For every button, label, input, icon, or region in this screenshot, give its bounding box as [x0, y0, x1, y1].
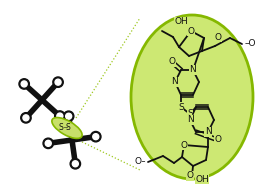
- Circle shape: [70, 159, 80, 169]
- Text: S: S: [187, 109, 193, 119]
- Circle shape: [55, 111, 65, 121]
- Circle shape: [21, 113, 31, 123]
- Circle shape: [63, 111, 74, 122]
- Text: N: N: [205, 128, 211, 136]
- Ellipse shape: [131, 15, 253, 179]
- Text: O: O: [188, 26, 195, 36]
- Text: O–: O–: [134, 157, 146, 167]
- Ellipse shape: [52, 118, 82, 138]
- Text: O: O: [186, 171, 193, 180]
- Circle shape: [93, 134, 99, 140]
- Circle shape: [55, 79, 61, 85]
- Text: N: N: [187, 115, 193, 125]
- Text: O: O: [169, 57, 176, 67]
- Text: O: O: [180, 140, 188, 149]
- Text: ~: ~: [62, 125, 68, 131]
- Text: O: O: [215, 33, 221, 42]
- Circle shape: [23, 115, 29, 121]
- Circle shape: [43, 138, 53, 149]
- Text: OH: OH: [195, 174, 209, 184]
- Circle shape: [21, 81, 27, 87]
- Text: S: S: [59, 123, 63, 132]
- Text: N: N: [172, 77, 178, 87]
- Text: O: O: [215, 136, 221, 145]
- Text: –O: –O: [245, 39, 256, 47]
- Circle shape: [91, 132, 101, 142]
- Text: S: S: [66, 123, 70, 132]
- Circle shape: [19, 79, 29, 89]
- Text: S: S: [178, 102, 184, 112]
- Circle shape: [72, 161, 78, 167]
- Circle shape: [45, 140, 51, 146]
- Text: OH: OH: [174, 18, 188, 26]
- Circle shape: [57, 113, 63, 119]
- Text: N: N: [190, 66, 196, 74]
- Circle shape: [66, 113, 72, 119]
- Circle shape: [53, 77, 63, 87]
